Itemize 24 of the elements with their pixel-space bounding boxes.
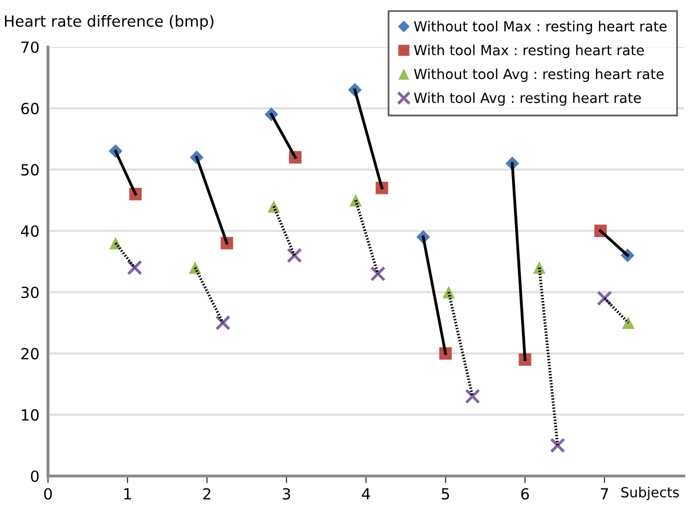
x-tick-label: 5 — [442, 488, 450, 500]
point — [622, 316, 635, 330]
y-tick-label: 0 — [30, 470, 39, 482]
x-axis-title: Subjects — [621, 486, 679, 500]
x-tick-label: 1 — [124, 488, 131, 500]
x-tick-label: 3 — [282, 488, 290, 500]
x-tick-label: 4 — [362, 488, 370, 500]
y-tick-label: 20 — [21, 348, 39, 360]
x-tick-label: 6 — [521, 488, 529, 500]
y-tick-label: 70 — [21, 41, 39, 54]
y-tick-label: 10 — [22, 409, 39, 421]
point — [464, 388, 480, 404]
x-tick-label: 0 — [44, 488, 52, 500]
y-tick-label: 40 — [20, 225, 39, 237]
legend-label: With tool Max : resting heart rate — [414, 44, 644, 58]
y-tick-label: 30 — [21, 286, 39, 298]
y-axis-title: Heart rate difference (bmp) — [4, 15, 214, 30]
y-tick-label: 50 — [21, 164, 39, 176]
legend-label: With tool Avg : resting heart rate — [414, 92, 641, 106]
y-tick-label: 60 — [21, 102, 39, 114]
legend-label: Without tool Max : resting heart rate — [414, 20, 667, 34]
x-tick-label: 7 — [600, 488, 608, 500]
legend-label: Without tool Avg : resting heart rate — [414, 68, 664, 82]
x-tick-label: 2 — [203, 488, 210, 500]
